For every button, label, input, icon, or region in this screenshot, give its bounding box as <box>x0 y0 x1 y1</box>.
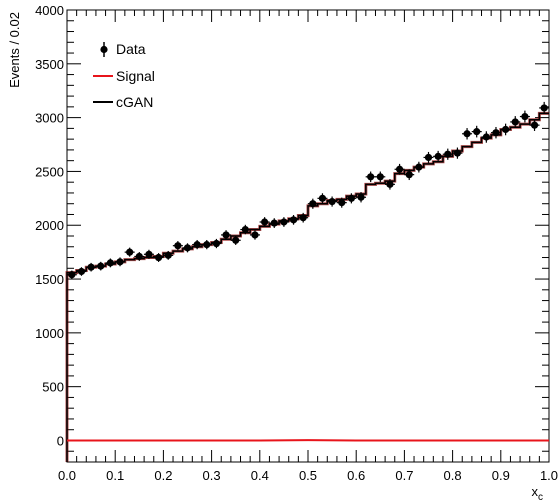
data-point <box>540 104 548 112</box>
legend-data-marker <box>100 45 108 54</box>
data-point <box>280 218 288 226</box>
data-point <box>261 218 269 226</box>
data-point <box>193 241 201 249</box>
x-tick-label: 0.4 <box>251 468 269 483</box>
x-tick-label: 0.8 <box>444 468 462 483</box>
data-point <box>376 173 384 181</box>
data-point <box>270 219 278 227</box>
data-point <box>357 193 365 201</box>
data-point <box>444 150 452 158</box>
data-point <box>154 253 163 262</box>
data-point <box>203 241 211 249</box>
legend-label-data: Data <box>116 41 146 57</box>
legend-item-data: Data <box>100 41 146 57</box>
data-point <box>318 194 327 202</box>
x-tick-label: 0.6 <box>347 468 365 483</box>
data-point <box>145 250 153 258</box>
y-tick-label: 2000 <box>35 218 64 233</box>
data-point <box>251 231 259 239</box>
x-tick-label: 0.2 <box>154 468 172 483</box>
y-tick-label: 1500 <box>35 272 64 287</box>
x-tick-labels: 0.0 0.1 0.2 0.3 0.4 0.5 0.6 0.7 0.8 0.9 1.0 <box>58 468 558 483</box>
data-point <box>424 153 433 162</box>
data-point <box>521 112 529 121</box>
data-point <box>222 231 230 239</box>
x-tick-label: 0.3 <box>203 468 221 483</box>
x-tick-label: 0.5 <box>299 468 317 483</box>
data-point <box>232 236 240 244</box>
x-tick-label: 1.0 <box>540 468 558 483</box>
legend-label-signal: Signal <box>116 68 155 84</box>
data-point <box>328 197 336 206</box>
data-point <box>463 130 471 138</box>
data-point <box>502 125 510 134</box>
data-point <box>77 267 86 276</box>
y-tick-label: 3000 <box>35 111 64 126</box>
legend-item-cgan: cGAN <box>93 94 153 110</box>
data-point <box>299 214 307 222</box>
data-point <box>241 225 249 234</box>
y-tick-labels: 0 500 1000 1500 2000 2500 3000 3500 4000 <box>35 3 64 448</box>
y-axis-title: Events / 0.02 <box>7 12 22 88</box>
data-point <box>338 199 346 207</box>
data-point <box>347 194 355 202</box>
y-tick-label: 3500 <box>35 57 64 72</box>
legend-label-cgan: cGAN <box>116 94 153 110</box>
data-point <box>164 251 172 259</box>
y-tick-label: 2500 <box>35 164 64 179</box>
x-tick-label: 0.1 <box>106 468 124 483</box>
x-tick-label: 0.0 <box>58 468 76 483</box>
cgan-step-line <box>66 112 549 462</box>
series-layer <box>65 101 550 462</box>
x-tick-label: 0.7 <box>395 468 413 483</box>
data-point <box>415 163 423 171</box>
data-point <box>434 152 442 160</box>
x-axis-title: xc <box>532 484 544 503</box>
data-point <box>511 118 519 126</box>
x-tick-label: 0.9 <box>492 468 510 483</box>
legend-item-signal: Signal <box>93 68 155 84</box>
y-tick-label: 0 <box>57 433 64 448</box>
data-point <box>212 239 221 248</box>
data-point <box>87 263 95 271</box>
data-point <box>174 242 182 250</box>
data-point <box>68 271 76 279</box>
data-point <box>116 258 124 266</box>
data-point <box>395 165 404 173</box>
data-point <box>473 128 481 136</box>
data-point <box>309 200 317 208</box>
data-point <box>183 244 192 252</box>
y-tick-label: 4000 <box>35 3 64 18</box>
legend: Data Signal cGAN <box>93 41 155 110</box>
data-point <box>482 133 490 141</box>
data-point <box>405 171 413 179</box>
y-tick-label: 500 <box>42 380 64 395</box>
data-point <box>453 149 462 157</box>
data-point <box>492 129 500 137</box>
data-point <box>289 216 298 224</box>
data-point <box>386 180 394 188</box>
y-tick-label: 1000 <box>35 326 64 341</box>
data-point <box>126 248 134 256</box>
data-point <box>530 121 539 129</box>
data-point <box>367 173 375 181</box>
data-point <box>106 259 114 267</box>
data-point <box>135 252 143 261</box>
data-point <box>97 262 105 270</box>
